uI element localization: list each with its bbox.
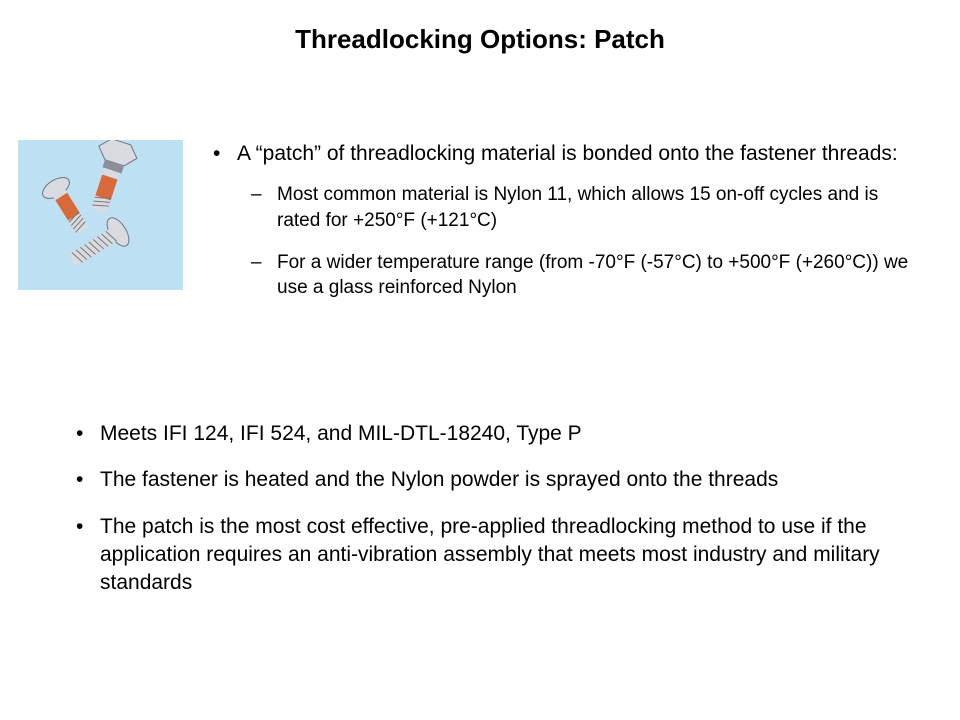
slide: Threadlocking Options: Patch — [0, 0, 960, 720]
bottom-section: Meets IFI 124, IFI 524, and MIL-DTL-1824… — [70, 420, 900, 616]
bottom-bullet-2: The fastener is heated and the Nylon pow… — [96, 466, 900, 494]
top-bullet-1-text: A “patch” of threadlocking material is b… — [237, 142, 898, 165]
top-bullet-1: A “patch” of threadlocking material is b… — [233, 140, 920, 301]
top-bullet-list: A “patch” of threadlocking material is b… — [207, 140, 920, 301]
fastener-svg — [18, 140, 183, 290]
bottom-bullet-list: Meets IFI 124, IFI 524, and MIL-DTL-1824… — [70, 420, 900, 598]
bottom-bullet-3: The patch is the most cost effective, pr… — [96, 513, 900, 598]
top-sub-list: Most common material is Nylon 11, which … — [237, 182, 920, 301]
top-sub-2: For a wider temperature range (from -70°… — [273, 250, 920, 301]
top-section: A “patch” of threadlocking material is b… — [18, 140, 920, 319]
image-bg — [18, 140, 183, 290]
top-sub-1: Most common material is Nylon 11, which … — [273, 182, 920, 233]
slide-title: Threadlocking Options: Patch — [0, 24, 960, 55]
bottom-bullet-1: Meets IFI 124, IFI 524, and MIL-DTL-1824… — [96, 420, 900, 448]
fastener-image — [18, 140, 183, 290]
top-text-block: A “patch” of threadlocking material is b… — [207, 140, 920, 319]
